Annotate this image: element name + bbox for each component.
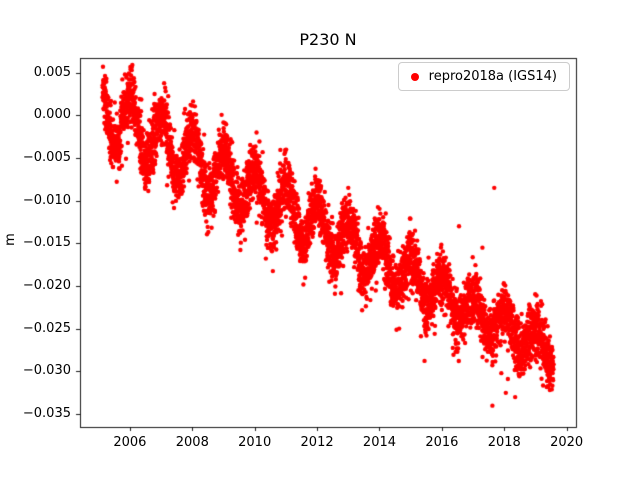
x-tick-label: 2006 <box>113 435 147 450</box>
chart-title: P230 N <box>299 30 357 49</box>
legend-series-label: repro2018a (IGS14) <box>428 69 557 84</box>
x-tick-label: 2010 <box>238 435 272 450</box>
y-tick-label: −0.020 <box>22 278 71 294</box>
y-axis-label: m <box>2 233 18 246</box>
y-tick-label: −0.010 <box>22 192 71 208</box>
x-tick-label: 2016 <box>425 435 459 450</box>
x-tick-label: 2020 <box>550 435 584 450</box>
y-tick-label: 0.005 <box>33 64 71 80</box>
y-tick-label: −0.035 <box>22 406 71 422</box>
x-tick-label: 2012 <box>300 435 334 450</box>
y-tick-label: −0.015 <box>22 235 71 251</box>
legend-marker-dot-icon <box>410 72 419 81</box>
x-tick-label: 2018 <box>487 435 521 450</box>
x-tick-label: 2014 <box>362 435 397 450</box>
y-tick-label: −0.005 <box>22 149 71 165</box>
y-tick-label: 0.000 <box>33 107 71 123</box>
legend: repro2018a (IGS14) <box>397 62 570 91</box>
y-tick-label: −0.030 <box>22 363 71 379</box>
y-tick-label: −0.025 <box>22 320 71 336</box>
x-tick-label: 2008 <box>175 435 209 450</box>
